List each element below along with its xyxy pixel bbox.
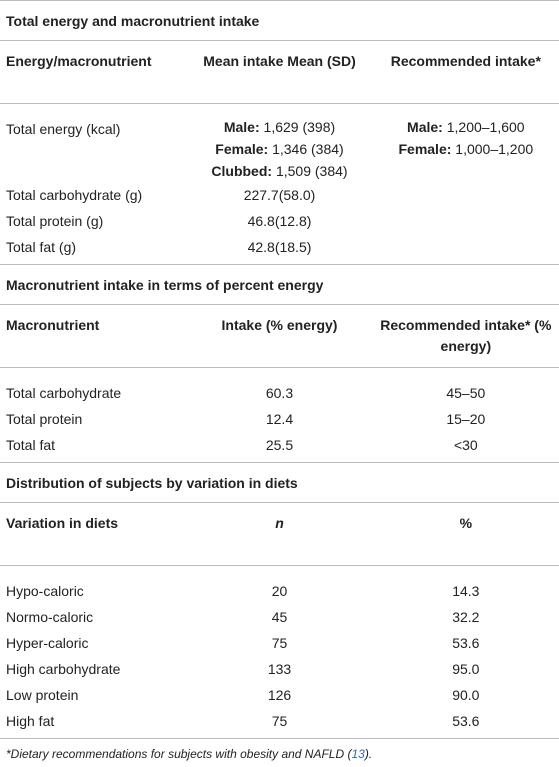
data-row: Total energy (kcal) Male: 1,629 (398) Fema… xyxy=(0,104,559,183)
column-header: Variation in diets xyxy=(0,502,187,566)
cell: 25.5 xyxy=(186,432,373,463)
cell: 45–50 xyxy=(446,385,486,401)
cell: 227.7(58.0) xyxy=(243,187,316,203)
footnote-text: *Dietary recommendations for subjects wi… xyxy=(6,747,352,761)
cell-line: Male: 1,629 (398) xyxy=(192,116,366,138)
cell xyxy=(372,234,559,265)
cell: 20 xyxy=(271,583,288,599)
column-header: Recommended intake* xyxy=(372,40,559,104)
cell: 53.6 xyxy=(452,635,480,651)
cell-value: 1,629 (398) xyxy=(263,119,336,135)
column-header: Recommended intake* (% energy) xyxy=(372,304,559,368)
cell: Male: 1,629 (398) Female: 1,346 (384) Club… xyxy=(186,104,372,183)
cell-label: Female: xyxy=(215,141,269,157)
cell-value: 1,346 (384) xyxy=(272,141,344,157)
cell-label: Male: xyxy=(407,119,443,135)
cell-line: Female: 1,000–1,200 xyxy=(379,138,553,160)
data-row: Total carbohydrate (g) 227.7(58.0) xyxy=(0,182,559,208)
column-header: Macronutrient xyxy=(0,304,187,368)
data-row: Hypo-caloric 20 14.3 xyxy=(0,566,559,605)
footnote: *Dietary recommendations for subjects wi… xyxy=(0,739,559,761)
cell-label: Clubbed: xyxy=(211,163,273,179)
cell: Hyper-caloric xyxy=(6,635,89,651)
cell xyxy=(373,182,559,208)
cell: Male: 1,200–1,600 Female: 1,000–1,200 xyxy=(373,104,559,183)
cell: Total fat xyxy=(0,432,187,463)
column-header: Energy/macronutrient xyxy=(0,40,187,104)
cell: 42.8(18.5) xyxy=(186,234,373,265)
cell: Total protein xyxy=(6,411,83,427)
column-header: Mean intake Mean (SD) xyxy=(186,40,373,104)
cell: 126 xyxy=(267,687,292,703)
cell: 75 xyxy=(186,708,373,739)
cell: 60.3 xyxy=(265,385,294,401)
data-row: Total fat (g) 42.8(18.5) xyxy=(0,234,559,265)
cell: Total protein (g) xyxy=(6,213,104,229)
data-row: Hyper-caloric 75 53.6 xyxy=(0,630,559,656)
cell-value: 1,000–1,200 xyxy=(455,141,534,157)
nutrition-table: Total energy and macronutrient intake Ene… xyxy=(0,0,559,739)
cell: <30 xyxy=(372,432,559,463)
section-title-row: Total energy and macronutrient intake xyxy=(0,0,559,41)
reference-link[interactable]: 13 xyxy=(351,747,365,761)
cell: 15–20 xyxy=(446,411,486,427)
cell-line: Male: 1,200–1,600 xyxy=(379,116,553,138)
header-row: Energy/macronutrient Mean intake Mean (SD… xyxy=(0,40,559,104)
data-row: Total protein 12.4 15–20 xyxy=(0,406,559,432)
cell-label: Female: xyxy=(398,141,452,157)
cell: Total carbohydrate xyxy=(6,385,122,401)
cell: Normo-caloric xyxy=(6,609,94,625)
cell: 53.6 xyxy=(372,708,559,739)
section-title: Total energy and macronutrient intake xyxy=(0,0,559,41)
cell: High fat xyxy=(0,708,187,739)
cell: 45 xyxy=(271,609,288,625)
cell: Total carbohydrate (g) xyxy=(6,187,143,203)
cell: 14.3 xyxy=(452,583,480,599)
data-row: Total fat 25.5 <30 xyxy=(0,432,559,463)
header-row: Macronutrient Intake (% energy) Recommende… xyxy=(0,304,559,368)
data-row: High carbohydrate 133 95.0 xyxy=(0,656,559,682)
cell: Total energy (kcal) xyxy=(6,121,121,137)
cell: High carbohydrate xyxy=(6,661,121,677)
cell-value: 1,509 (384) xyxy=(275,163,348,179)
column-header: n xyxy=(186,502,373,566)
cell: 90.0 xyxy=(452,687,480,703)
cell: 46.8(12.8) xyxy=(247,213,312,229)
cell: Total fat (g) xyxy=(0,234,187,265)
cell: 32.2 xyxy=(452,609,480,625)
cell-line: Clubbed: 1,509 (384) xyxy=(192,160,366,182)
cell: 75 xyxy=(271,635,288,651)
cell: Hypo-caloric xyxy=(6,583,84,599)
cell-line: Female: 1,346 (384) xyxy=(192,138,366,160)
header-row: Variation in diets n% xyxy=(0,502,559,566)
cell-value: 1,200–1,600 xyxy=(446,119,525,135)
section-title: Distribution of subjects by variation in… xyxy=(0,462,559,503)
data-row: Total carbohydrate 60.3 45–50 xyxy=(0,368,559,407)
data-row: High fat 75 53.6 xyxy=(0,708,559,739)
cell: 12.4 xyxy=(265,411,294,427)
data-row: Total protein (g) 46.8(12.8) xyxy=(0,208,559,234)
cell: 95.0 xyxy=(452,661,480,677)
cell-label: Male: xyxy=(223,119,260,135)
cell: 133 xyxy=(267,661,292,677)
section-title: Macronutrient intake in terms of percent… xyxy=(0,264,559,305)
section-title-row: Macronutrient intake in terms of percent… xyxy=(0,264,559,305)
section-title-row: Distribution of subjects by variation in… xyxy=(0,462,559,503)
data-row: Low protein 126 90.0 xyxy=(0,682,559,708)
cell: Low protein xyxy=(6,687,79,703)
cell xyxy=(373,208,559,234)
footnote-end: ). xyxy=(364,747,373,761)
column-header: % xyxy=(372,502,559,566)
column-header: Intake (% energy) xyxy=(186,304,373,368)
data-row: Normo-caloric 45 32.2 xyxy=(0,604,559,630)
